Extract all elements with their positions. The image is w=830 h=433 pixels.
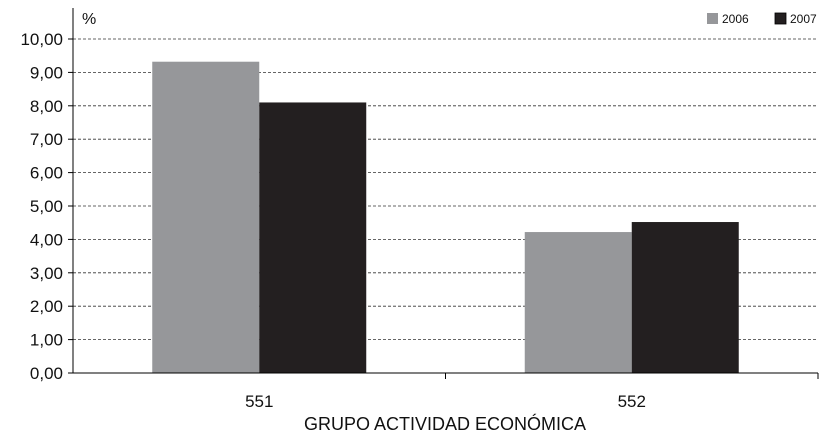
y-tick-label: 6,00 (30, 164, 63, 183)
y-tick-label: 4,00 (30, 230, 63, 249)
legend-swatch-2007 (774, 12, 787, 25)
x-axis-title: GRUPO ACTIVIDAD ECONÓMICA (304, 413, 586, 433)
y-tick-labels: 0,00 1,00 2,00 3,00 4,00 5,00 6,00 7,00 8,00 9,00… (20, 30, 73, 383)
y-tick-label: 8,00 (30, 97, 63, 116)
y-tick-label: 5,00 (30, 197, 63, 216)
bar-2007-552 (631, 222, 739, 373)
bars (152, 61, 739, 374)
y-tick-label: 2,00 (30, 297, 63, 316)
legend-label-2007: 2007 (790, 12, 817, 26)
bar-2006-552 (524, 232, 632, 373)
y-unit-label: % (82, 11, 96, 28)
legend: 2006 2007 (707, 12, 817, 26)
x-tick-label: 552 (618, 392, 646, 411)
bar-2007-551 (259, 102, 367, 374)
y-tick-label: 3,00 (30, 264, 63, 283)
legend-swatch-2006 (707, 13, 718, 24)
x-tick-label: 551 (245, 392, 273, 411)
y-tick-label: 0,00 (30, 364, 63, 383)
bar-2006-551 (152, 61, 260, 373)
x-tick-labels: 551 552 (245, 373, 819, 411)
y-tick-label: 9,00 (30, 63, 63, 82)
legend-label-2006: 2006 (722, 12, 749, 26)
y-tick-label: 7,00 (30, 130, 63, 149)
y-tick-label: 1,00 (30, 331, 63, 350)
y-tick-label: 10,00 (20, 30, 63, 49)
